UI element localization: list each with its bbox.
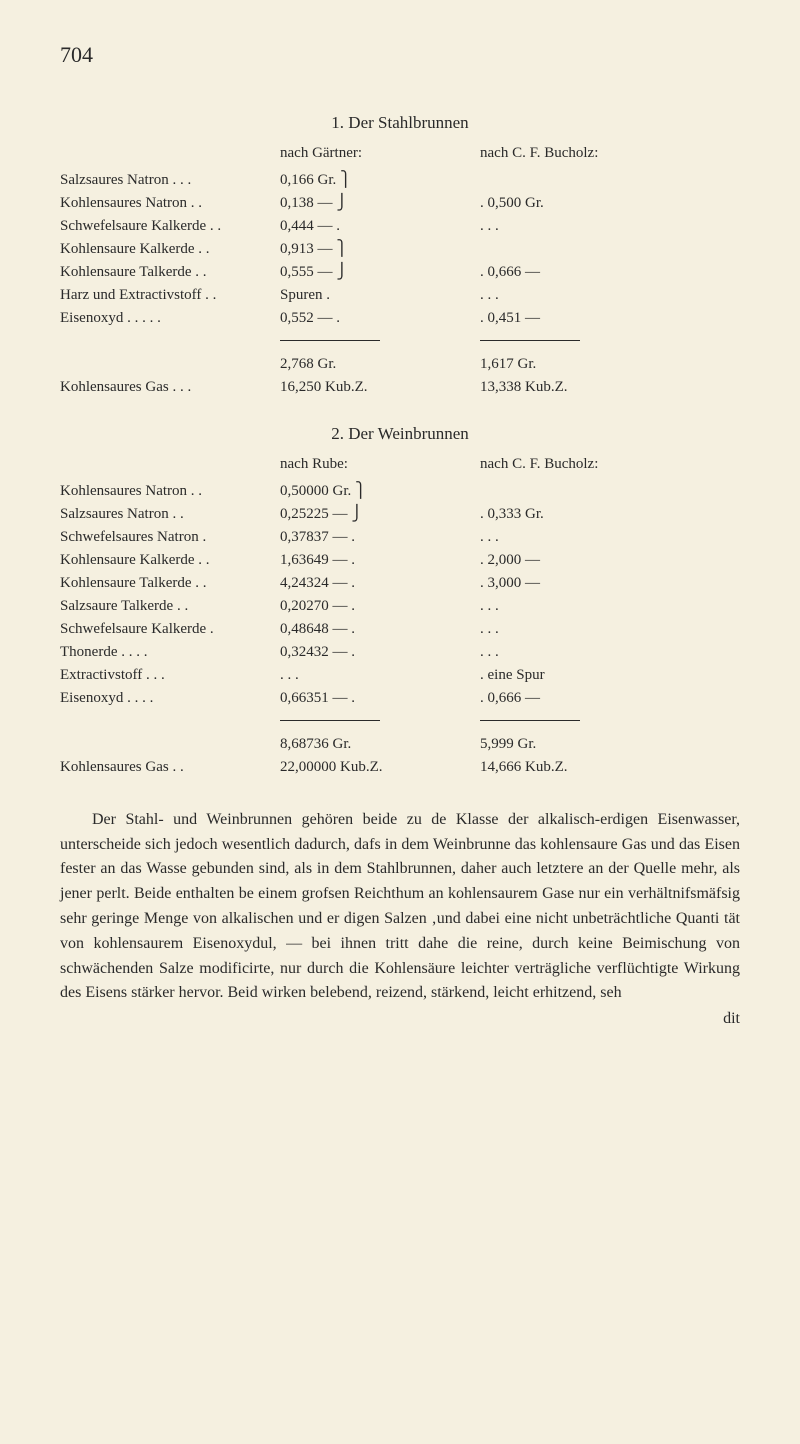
table-row: Salzsaures Natron . .0,25225 — ⎭. 0,333 … <box>60 504 740 525</box>
row-val2: . . . <box>480 216 740 237</box>
row-val2: . eine Spur <box>480 665 740 686</box>
row-val1: Spuren . <box>280 285 480 306</box>
row-label: Harz und Extractivstoff . . <box>60 285 280 306</box>
section1-total-val2a: 1,617 Gr. <box>480 354 740 375</box>
section1-total-label: Kohlensaures Gas . . . <box>60 377 280 398</box>
row-val2: . 0,500 Gr. <box>480 193 740 214</box>
table-row: Thonerde . . . .0,32432 — .. . . <box>60 642 740 663</box>
table-row: Kohlensaure Kalkerde . .0,913 — ⎫ <box>60 239 740 260</box>
section1-title: 1. Der Stahlbrunnen <box>60 111 740 135</box>
table-row: Eisenoxyd . . . .0,66351 — .. 0,666 — <box>60 688 740 709</box>
row-label: Kohlensaures Natron . . <box>60 193 280 214</box>
section1-col1-header: nach Gärtner: <box>280 143 480 164</box>
table-row: Kohlensaure Kalkerde . .1,63649 — .. 2,0… <box>60 550 740 571</box>
section2-total-val1a: 8,68736 Gr. <box>280 734 480 755</box>
table-row: Schwefelsaure Kalkerde .0,48648 — .. . . <box>60 619 740 640</box>
section1-col2-header: nach C. F. Bucholz: <box>480 143 740 164</box>
section2-total-val1b: 22,00000 Kub.Z. <box>280 757 480 778</box>
row-label: Salzsaures Natron . . <box>60 504 280 525</box>
section2-col1-header: nach Rube: <box>280 454 480 475</box>
section2-total-val2b: 14,666 Kub.Z. <box>480 757 740 778</box>
table-row: Eisenoxyd . . . . .0,552 — .. 0,451 — <box>60 308 740 329</box>
row-label: Kohlensaure Kalkerde . . <box>60 239 280 260</box>
row-label: Eisenoxyd . . . . <box>60 688 280 709</box>
row-val2: . . . <box>480 596 740 617</box>
row-label: Schwefelsaure Kalkerde . <box>60 619 280 640</box>
section2-total-val2a: 5,999 Gr. <box>480 734 740 755</box>
row-val1: . . . <box>280 665 480 686</box>
table-row: Salzsaures Natron . . .0,166 Gr. ⎫ <box>60 170 740 191</box>
row-val2: . . . <box>480 619 740 640</box>
section1-total-val2b: 13,338 Kub.Z. <box>480 377 740 398</box>
row-label: Salzsaures Natron . . . <box>60 170 280 191</box>
row-label: Salzsaure Talkerde . . <box>60 596 280 617</box>
table-row: Kohlensaures Natron . .0,50000 Gr. ⎫ <box>60 481 740 502</box>
row-val2: . . . <box>480 642 740 663</box>
row-val1: 0,555 — ⎭ <box>280 262 480 283</box>
table-row: Kohlensaure Talkerde . .0,555 — ⎭. 0,666… <box>60 262 740 283</box>
table-row: Salzsaure Talkerde . .0,20270 — .. . . <box>60 596 740 617</box>
row-label: Kohlensaure Talkerde . . <box>60 262 280 283</box>
row-label: Kohlensaure Talkerde . . <box>60 573 280 594</box>
row-val1: 4,24324 — . <box>280 573 480 594</box>
row-label: Extractivstoff . . . <box>60 665 280 686</box>
row-val2: . 0,666 — <box>480 262 740 283</box>
row-val1: 1,63649 — . <box>280 550 480 571</box>
row-val1: 0,66351 — . <box>280 688 480 709</box>
page-number: 704 <box>60 40 740 71</box>
row-label: Eisenoxyd . . . . . <box>60 308 280 329</box>
section2-total-label: Kohlensaures Gas . . <box>60 757 280 778</box>
section1-total-val1a: 2,768 Gr. <box>280 354 480 375</box>
section2-title: 2. Der Weinbrunnen <box>60 422 740 446</box>
row-val2: . . . <box>480 285 740 306</box>
row-val1: 0,913 — ⎫ <box>280 239 480 260</box>
row-val1: 0,25225 — ⎭ <box>280 504 480 525</box>
row-label: Schwefelsaures Natron . <box>60 527 280 548</box>
row-label: Schwefelsaure Kalkerde . . <box>60 216 280 237</box>
row-val1: 0,50000 Gr. ⎫ <box>280 481 480 502</box>
row-label: Thonerde . . . . <box>60 642 280 663</box>
row-val1: 0,138 — ⎭ <box>280 193 480 214</box>
row-val2: . 3,000 — <box>480 573 740 594</box>
row-val2: . 2,000 — <box>480 550 740 571</box>
row-label: Kohlensaures Natron . . <box>60 481 280 502</box>
row-val1: 0,37837 — . <box>280 527 480 548</box>
trailing-text: dit <box>60 1008 740 1030</box>
section2-col2-header: nach C. F. Bucholz: <box>480 454 740 475</box>
row-val2: . 0,451 — <box>480 308 740 329</box>
row-val1: 0,48648 — . <box>280 619 480 640</box>
table-row: Harz und Extractivstoff . .Spuren .. . . <box>60 285 740 306</box>
row-val1: 0,20270 — . <box>280 596 480 617</box>
section1-total-val1b: 16,250 Kub.Z. <box>280 377 480 398</box>
table-row: Kohlensaure Talkerde . .4,24324 — .. 3,0… <box>60 573 740 594</box>
row-val2: . . . <box>480 527 740 548</box>
row-val2: . 0,333 Gr. <box>480 504 740 525</box>
row-val2: . 0,666 — <box>480 688 740 709</box>
body-paragraph: Der Stahl- und Weinbrunnen gehören beide… <box>60 808 740 1006</box>
table-row: Schwefelsaure Kalkerde . .0,444 — .. . . <box>60 216 740 237</box>
row-val1: 0,32432 — . <box>280 642 480 663</box>
table-row: Kohlensaures Natron . .0,138 — ⎭. 0,500 … <box>60 193 740 214</box>
row-label: Kohlensaure Kalkerde . . <box>60 550 280 571</box>
row-val1: 0,166 Gr. ⎫ <box>280 170 480 191</box>
table-row: Schwefelsaures Natron .0,37837 — .. . . <box>60 527 740 548</box>
table-row: Extractivstoff . . .. . .. eine Spur <box>60 665 740 686</box>
row-val1: 0,552 — . <box>280 308 480 329</box>
row-val1: 0,444 — . <box>280 216 480 237</box>
